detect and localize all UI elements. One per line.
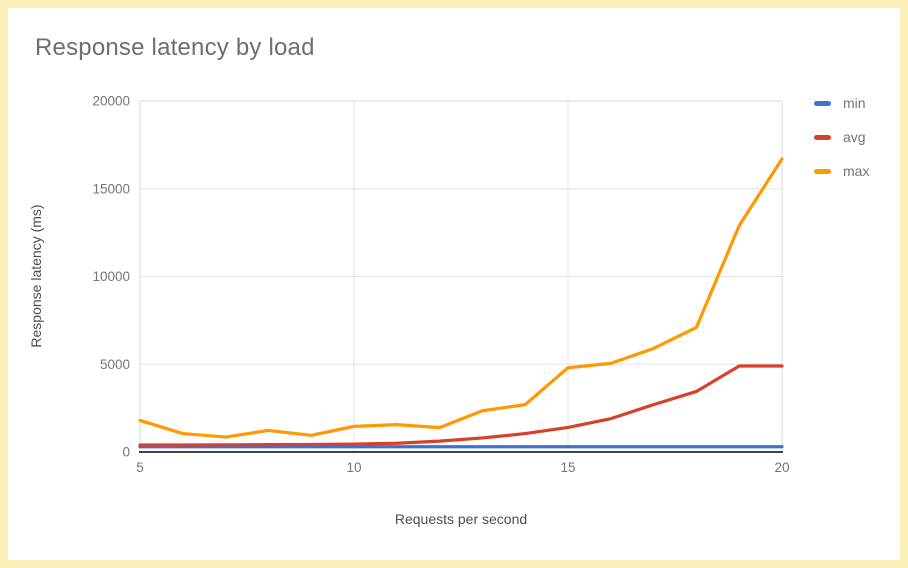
legend-swatch-max-icon — [814, 168, 831, 174]
legend-item-avg: avg — [814, 130, 869, 144]
series-line-avg — [138, 364, 784, 447]
y-tick-label: 5000 — [100, 357, 130, 372]
legend-item-min: min — [814, 96, 869, 110]
legend-label-avg: avg — [843, 129, 866, 145]
y-tick-label: 15000 — [92, 181, 130, 196]
legend-item-max: max — [814, 164, 869, 178]
x-tick-label: 20 — [774, 460, 789, 475]
chart-title: Response latency by load — [35, 34, 315, 61]
legend-label-min: min — [843, 95, 866, 111]
y-tick-label: 10000 — [92, 269, 130, 284]
x-tick-label: 15 — [560, 460, 575, 475]
legend-label-max: max — [843, 163, 870, 179]
y-tick-label: 0 — [122, 445, 130, 460]
series-line-max — [138, 157, 784, 439]
x-axis-title: Requests per second — [394, 511, 528, 527]
x-tick-label: 10 — [346, 460, 361, 475]
legend-swatch-min-icon — [814, 100, 831, 106]
y-axis-title: Response latency (ms) — [28, 204, 44, 348]
x-tick-label: 5 — [136, 460, 144, 475]
y-tick-label: 20000 — [92, 94, 130, 109]
chart-svg: 0 5000 10000 15000 20000 5 10 15 20 — [92, 94, 789, 476]
legend: min avg max — [814, 96, 869, 178]
legend-swatch-avg-icon — [814, 134, 831, 140]
